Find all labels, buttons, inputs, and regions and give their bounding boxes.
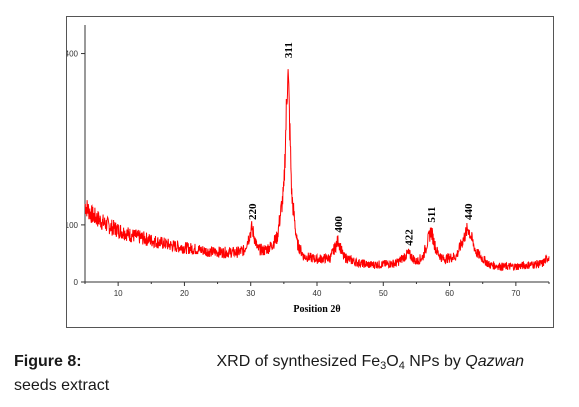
- x-tick-label: 50: [379, 289, 388, 298]
- peak-label-311: 311: [283, 42, 295, 58]
- y-tick-label: 100: [67, 221, 79, 230]
- xrd-pattern-line: [84, 69, 550, 272]
- caption-line-2: seeds extract: [14, 377, 110, 394]
- x-tick-label: 70: [511, 289, 520, 298]
- caption-text-o: O: [386, 353, 399, 370]
- caption-text-start: XRD of synthesized Fe: [216, 353, 381, 370]
- x-tick-label: 20: [180, 289, 189, 298]
- peak-label-220: 220: [247, 203, 259, 220]
- xrd-chart: 102030405060700100400Position 2θIntensit…: [67, 25, 550, 315]
- x-tick-label: 30: [246, 289, 255, 298]
- figure-caption: Figure 8: XRD of synthesized Fe3O4 NPs b…: [14, 350, 524, 398]
- y-tick-label: 400: [67, 50, 79, 59]
- peak-label-440: 440: [463, 203, 475, 220]
- x-tick-label: 60: [445, 289, 454, 298]
- chart-frame: 102030405060700100400Position 2θIntensit…: [66, 16, 554, 328]
- caption-italic-name: Qazwan: [465, 353, 524, 370]
- caption-text-mid: NPs by: [404, 353, 466, 370]
- y-tick-label: 0: [74, 278, 79, 287]
- peak-label-400: 400: [333, 216, 345, 233]
- caption-sub-3: 3: [380, 360, 387, 372]
- caption-sub-4: 4: [398, 360, 405, 372]
- x-tick-label: 40: [313, 289, 322, 298]
- peak-label-422: 422: [403, 229, 415, 246]
- figure-label: Figure 8:: [14, 353, 82, 370]
- x-tick-label: 10: [114, 289, 123, 298]
- peak-label-511: 511: [426, 207, 438, 223]
- x-axis-title: Position 2θ: [293, 304, 340, 315]
